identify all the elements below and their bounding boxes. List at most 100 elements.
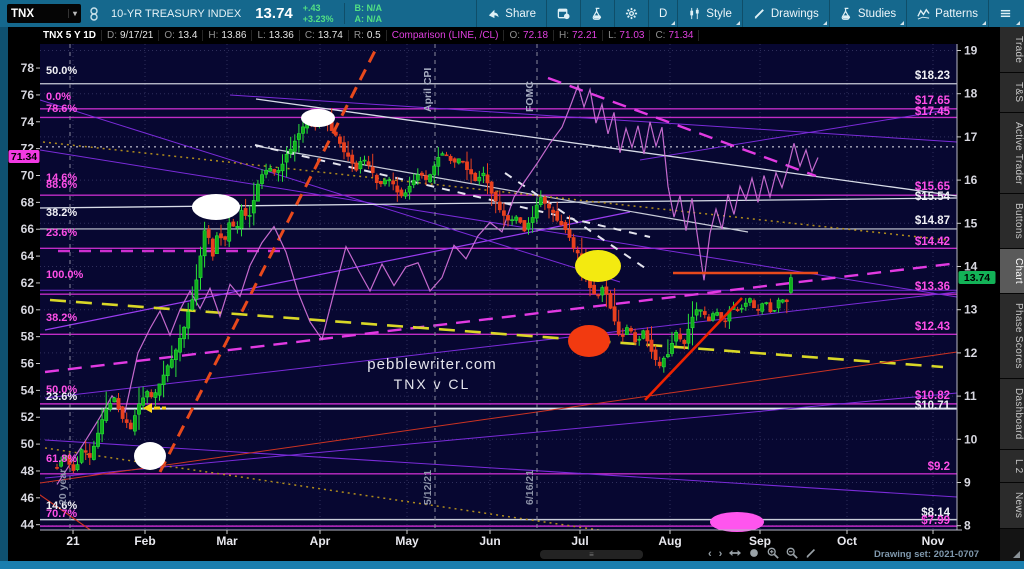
- toolbar-button-studies[interactable]: Studies: [828, 0, 906, 27]
- resize-handle-icon[interactable]: [1013, 551, 1020, 558]
- svg-text:50.0%: 50.0%: [46, 384, 77, 396]
- svg-text:60: 60: [21, 303, 35, 317]
- svg-text:Sep: Sep: [749, 534, 771, 548]
- top-toolbar: TNX ▾ 10-YR TREASURY INDEX 13.74 +.43 +3…: [0, 0, 1024, 27]
- svg-text:11: 11: [964, 389, 977, 403]
- symbol-cluster: TNX ▾ 10-YR TREASURY INDEX 13.74 +.43 +3…: [0, 0, 382, 27]
- svg-text:50.0%: 50.0%: [46, 65, 77, 77]
- window-left-border: [0, 27, 8, 561]
- axes: 7876747270686664626058565452504846441918…: [21, 44, 978, 548]
- toolbar-button-drawings[interactable]: Drawings: [741, 0, 829, 27]
- svg-text:0.0%: 0.0%: [46, 91, 71, 103]
- zoom-in-icon[interactable]: [767, 546, 780, 564]
- toolbar-button-calendar[interactable]: [545, 0, 580, 27]
- svg-text:44: 44: [21, 518, 35, 532]
- sidebar-tab-active-trader[interactable]: Active Trader: [1000, 112, 1024, 195]
- chart-nav-icons: ‹ ›: [708, 546, 817, 564]
- svg-text:78: 78: [21, 61, 35, 75]
- prev-arrow[interactable]: ‹: [708, 548, 712, 560]
- svg-text:58: 58: [21, 330, 35, 344]
- svg-text:56: 56: [21, 357, 35, 371]
- svg-text:54: 54: [21, 383, 35, 397]
- svg-text:18: 18: [964, 87, 978, 101]
- sidebar-tab-dashboard[interactable]: Dashboard: [1000, 379, 1024, 450]
- beaker-icon: [591, 7, 604, 20]
- svg-text:13: 13: [964, 303, 978, 317]
- ohlc-token: C: 13.74: [300, 30, 349, 41]
- annotation-ellipses: [134, 109, 764, 532]
- svg-text:May: May: [395, 534, 419, 548]
- right-sidebar: Trade T&S Active Trader Buttons Chart Phase S…: [1000, 27, 1024, 561]
- toolbar-button-beaker[interactable]: [579, 0, 614, 27]
- chart-ohlc-header: TNX 5 Y 1D D: 9/17/21 O: 13.4 H: 13.86 L: 13.36 C…: [8, 27, 1000, 44]
- sidebar-tab-buttons[interactable]: Buttons: [1000, 194, 1024, 250]
- pencil-icon[interactable]: [805, 546, 817, 564]
- toolbar-button-label: Studies: [857, 7, 897, 20]
- svg-text:20 year: 20 year: [57, 469, 69, 505]
- svg-text:52: 52: [21, 410, 35, 424]
- svg-text:Oct: Oct: [837, 534, 857, 548]
- sidebar-tab-l-2[interactable]: L 2: [1000, 449, 1024, 484]
- toolbar-button-style[interactable]: Style: [677, 0, 742, 27]
- yellow-arrow-marker: [143, 403, 166, 413]
- link-icon[interactable]: [89, 6, 99, 22]
- price-change: +.43: [302, 2, 321, 13]
- toolbar-button-label: Style: [706, 7, 732, 20]
- svg-text:13.74: 13.74: [964, 272, 990, 284]
- svg-text:38.2%: 38.2%: [46, 207, 77, 219]
- svg-text:$13.36: $13.36: [915, 281, 950, 293]
- svg-text:12: 12: [964, 346, 978, 360]
- svg-text:$14.42: $14.42: [915, 236, 950, 248]
- horizontal-levels: [40, 83, 957, 527]
- sidebar-filler: [1000, 528, 1024, 561]
- svg-text:66: 66: [21, 222, 35, 236]
- svg-text:16: 16: [964, 173, 978, 187]
- next-arrow[interactable]: ›: [718, 548, 723, 560]
- sidebar-tab-phase-scores[interactable]: Phase Scores: [1000, 294, 1024, 380]
- svg-text:$15.54: $15.54: [915, 191, 951, 203]
- comparison-ohlc-token: O: 72.18: [504, 30, 555, 41]
- bid-ask-block: B: N/A A: N/A: [343, 2, 382, 25]
- symbol-input[interactable]: TNX ▾: [7, 4, 81, 23]
- svg-text:15: 15: [964, 216, 978, 230]
- toolbar-button-label: Drawings: [770, 7, 819, 20]
- sidebar-tab-trade[interactable]: Trade: [1000, 27, 1024, 74]
- svg-text:70: 70: [21, 169, 35, 183]
- svg-text:$17.65: $17.65: [915, 95, 951, 107]
- symbol-description: 10-YR TREASURY INDEX: [111, 7, 242, 20]
- chart-region: TNX 5 Y 1D D: 9/17/21 O: 13.4 H: 13.86 L: 13.36 C…: [8, 27, 1000, 561]
- svg-text:$12.43: $12.43: [915, 321, 950, 333]
- svg-text:23.6%: 23.6%: [46, 391, 77, 403]
- event-labels: April CPI 5/12/21 FOMC 6/16/21 20 year: [57, 68, 536, 505]
- last-price: 13.74: [255, 5, 293, 22]
- sidebar-tab-news[interactable]: News: [1000, 483, 1024, 529]
- sidebar-tab-t-s[interactable]: T&S: [1000, 73, 1024, 113]
- svg-text:FOMC: FOMC: [524, 81, 536, 112]
- svg-text:$17.45: $17.45: [915, 106, 951, 118]
- sidebar-tab-chart[interactable]: Chart: [1000, 249, 1024, 295]
- ohlc-token: R: 0.5: [349, 30, 387, 41]
- beaker-icon: [840, 7, 853, 20]
- symbol-dropdown-caret[interactable]: ▾: [67, 9, 77, 18]
- ohlc-token: H: 13.86: [203, 30, 253, 41]
- svg-text:50: 50: [21, 437, 35, 451]
- svg-text:Apr: Apr: [310, 534, 331, 548]
- chart-scrollbar-thumb[interactable]: ≡: [540, 550, 643, 559]
- circle-icon[interactable]: [748, 546, 760, 564]
- menu-icon: [999, 7, 1012, 20]
- toolbar-button-share[interactable]: Share: [476, 0, 546, 27]
- zoom-out-icon[interactable]: [786, 546, 799, 564]
- svg-text:$15.65: $15.65: [915, 181, 951, 193]
- toolbar-button-d[interactable]: D: [647, 0, 677, 27]
- toolbar-buttons: Share D Style Drawings Studies Patterns: [476, 0, 1022, 27]
- toolbar-button-gear[interactable]: [613, 0, 648, 27]
- pan-icon[interactable]: [729, 546, 742, 564]
- svg-text:19: 19: [964, 44, 978, 58]
- svg-text:Jun: Jun: [479, 534, 500, 548]
- toolbar-button-patterns[interactable]: Patterns: [906, 0, 988, 27]
- svg-text:Feb: Feb: [134, 534, 155, 548]
- price-badges: 71.34 13.74: [8, 150, 996, 284]
- toolbar-button-menu[interactable]: [988, 0, 1022, 27]
- svg-text:14.6%: 14.6%: [46, 172, 77, 184]
